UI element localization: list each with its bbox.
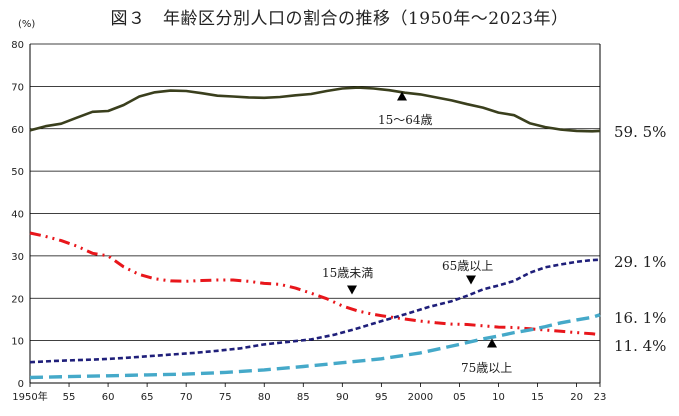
- pointer-65-over: [466, 275, 476, 285]
- chart-title: 図３ 年齢区分別人口の割合の推移（1950年～2023年）: [110, 9, 569, 29]
- y-tick-label: 30: [11, 252, 24, 263]
- y-tick-label: 20: [11, 294, 24, 305]
- x-tick-label: 10: [492, 392, 505, 403]
- series-line-age_65_over: [29, 258, 601, 364]
- series-line-age_under_15: [29, 231, 601, 337]
- series-line-age_15_64: [29, 86, 601, 133]
- x-tick-label: 55: [63, 392, 76, 403]
- y-tick-label: 10: [11, 337, 24, 348]
- y-tick-label: 40: [11, 210, 24, 221]
- series-line-age_75_over: [29, 313, 601, 380]
- x-tick-label: 1950年: [12, 390, 47, 403]
- end-label-under-15: 11. 4%: [614, 337, 667, 355]
- x-tick-label: 65: [141, 392, 154, 403]
- annotation-75-over: 75歳以上: [461, 361, 513, 375]
- x-tick-label: 23: [594, 392, 607, 403]
- x-tick-label: 2000: [408, 392, 433, 403]
- y-tick-label: 60: [11, 125, 24, 136]
- x-tick-label: 90: [336, 392, 349, 403]
- annotation-15-64: 15～64歳: [378, 113, 433, 127]
- y-tick-label: 0: [18, 379, 24, 390]
- x-tick-label: 80: [258, 392, 271, 403]
- x-tick-label: 85: [297, 392, 310, 403]
- y-tick-label: 80: [11, 40, 24, 51]
- x-tick-label: 20: [570, 392, 583, 403]
- x-tick-label: 05: [453, 392, 466, 403]
- annotation-65-over: 65歳以上: [442, 259, 494, 273]
- annotation-under-15: 15歳未満: [322, 266, 374, 280]
- x-tick-label: 95: [375, 392, 388, 403]
- pointer-75-over: [487, 338, 497, 348]
- pointer-under-15: [347, 285, 357, 295]
- x-tick-label: 75: [219, 392, 232, 403]
- end-label-75-over: 16. 1%: [614, 309, 667, 327]
- y-axis-unit: (%): [18, 19, 36, 30]
- x-tick-label: 60: [102, 392, 115, 403]
- y-tick-label: 50: [11, 167, 24, 178]
- y-tick-label: 70: [11, 82, 24, 93]
- end-label-65-over: 29. 1%: [614, 253, 667, 271]
- end-label-15-64: 59. 5%: [614, 123, 667, 141]
- pointer-15-64: [397, 91, 407, 101]
- x-tick-label: 15: [531, 392, 544, 403]
- x-tick-label: 70: [180, 392, 193, 403]
